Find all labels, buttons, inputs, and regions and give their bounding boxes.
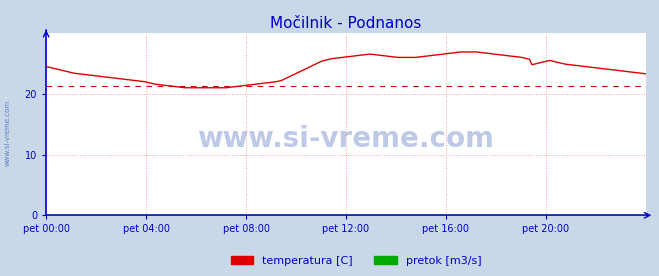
Title: Močilnik - Podnanos: Močilnik - Podnanos bbox=[270, 15, 422, 31]
Text: www.si-vreme.com: www.si-vreme.com bbox=[5, 99, 11, 166]
Legend: temperatura [C], pretok [m3/s]: temperatura [C], pretok [m3/s] bbox=[226, 251, 486, 270]
Text: www.si-vreme.com: www.si-vreme.com bbox=[198, 125, 494, 153]
